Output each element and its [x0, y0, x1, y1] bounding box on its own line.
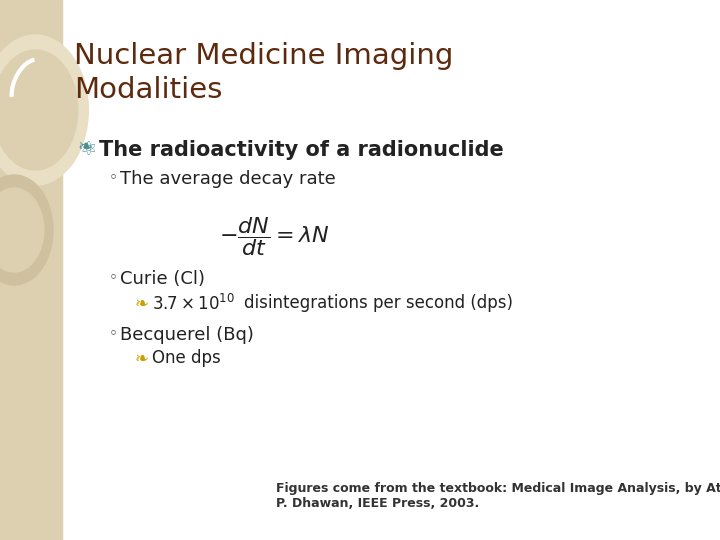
Text: $3.7\times10^{10}$: $3.7\times10^{10}$: [152, 294, 235, 314]
Text: Figures come from the textbook: Medical Image Analysis, by Atam
P. Dhawan, IEEE : Figures come from the textbook: Medical …: [276, 482, 720, 510]
Circle shape: [0, 50, 78, 170]
Text: The radioactivity of a radionuclide: The radioactivity of a radionuclide: [99, 140, 504, 160]
Text: ❧: ❧: [134, 350, 148, 368]
Text: ⚛: ⚛: [79, 140, 96, 159]
Text: disintegrations per second (dps): disintegrations per second (dps): [243, 294, 513, 312]
Text: $-\dfrac{dN}{dt} = \lambda N$: $-\dfrac{dN}{dt} = \lambda N$: [219, 215, 330, 258]
Text: Becquerel (Bq): Becquerel (Bq): [120, 326, 254, 344]
Text: ❧: ❧: [134, 295, 148, 313]
Text: One dps: One dps: [152, 349, 220, 367]
Text: ❧: ❧: [78, 138, 93, 156]
Circle shape: [0, 175, 53, 285]
Text: Nuclear Medicine Imaging
Modalities: Nuclear Medicine Imaging Modalities: [74, 42, 454, 104]
Text: Curie (Cl): Curie (Cl): [120, 270, 205, 288]
Text: ◦: ◦: [109, 326, 118, 341]
Text: ◦: ◦: [109, 270, 118, 285]
Circle shape: [0, 188, 44, 272]
Text: The average decay rate: The average decay rate: [120, 170, 336, 188]
Bar: [0, 0, 62, 540]
Text: ◦: ◦: [109, 170, 118, 185]
Circle shape: [0, 35, 89, 185]
